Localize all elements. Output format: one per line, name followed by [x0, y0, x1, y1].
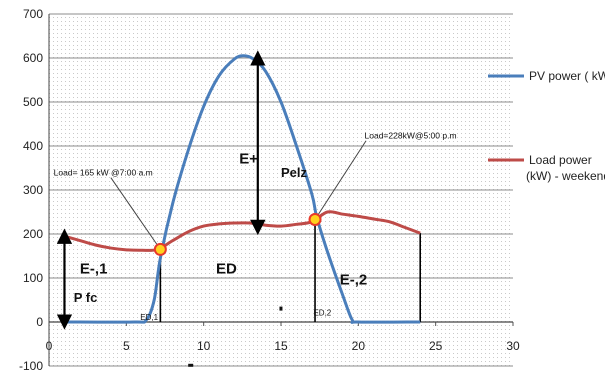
annotation-labels: E+ Pelz E-,1 P fc ED E-,2 ED,1 ED,2 Load= 165 kW… — [54, 131, 457, 367]
label-e-minus-2: E-,2 — [340, 272, 368, 289]
intersection-markers — [153, 212, 322, 256]
y-tick-label: 100 — [23, 271, 43, 285]
x-tick-label: 5 — [123, 339, 130, 353]
y-tick-label: 0 — [36, 315, 43, 329]
annotation-arrows — [56, 50, 367, 330]
y-tick-label: 300 — [23, 183, 43, 197]
label-ed: ED — [216, 261, 237, 278]
stray-mark — [279, 306, 283, 311]
label-p-fc: P fc — [74, 290, 98, 305]
label-e-plus: E+ — [239, 151, 258, 168]
x-tick-label: 30 — [506, 339, 520, 353]
stray-mark — [188, 363, 194, 367]
y-tick-label: 200 — [23, 227, 43, 241]
leader-line — [314, 140, 367, 220]
series — [64, 54, 421, 324]
y-tick-label: -100 — [19, 359, 43, 373]
label-load-morning: Load= 165 kW @7:00 a.m — [54, 167, 153, 177]
x-tick-label: 25 — [429, 339, 443, 353]
y-tick-label: 400 — [23, 139, 43, 153]
x-tick-label: 15 — [274, 339, 288, 353]
legend-label: PV power ( kW) — [529, 69, 605, 83]
intersection-marker — [308, 212, 322, 226]
x-tick-label: 20 — [352, 339, 366, 353]
label-load-evening: Load=228kW@5:00 p.m — [365, 131, 457, 141]
leader-line — [110, 177, 161, 250]
y-tick-label: 700 — [23, 7, 43, 21]
axes: -1000100200300400500600700051015202530 — [19, 7, 520, 373]
intersection-marker — [153, 242, 167, 256]
load-power-line — [64, 210, 421, 252]
legend: PV power ( kW) Load power (kW) - weekend — [488, 69, 605, 183]
y-tick-label: 500 — [23, 95, 43, 109]
label-ed1: ED,1 — [140, 313, 158, 322]
legend-label: (kW) - weekend — [526, 169, 605, 183]
pv-power-line — [64, 54, 421, 324]
label-ed2: ED,2 — [313, 308, 331, 317]
x-tick-label: 10 — [197, 339, 211, 353]
label-pelz: Pelz — [281, 165, 308, 180]
label-e-minus-1: E-,1 — [80, 261, 108, 278]
legend-label: Load power — [529, 153, 592, 167]
y-tick-label: 600 — [23, 51, 43, 65]
